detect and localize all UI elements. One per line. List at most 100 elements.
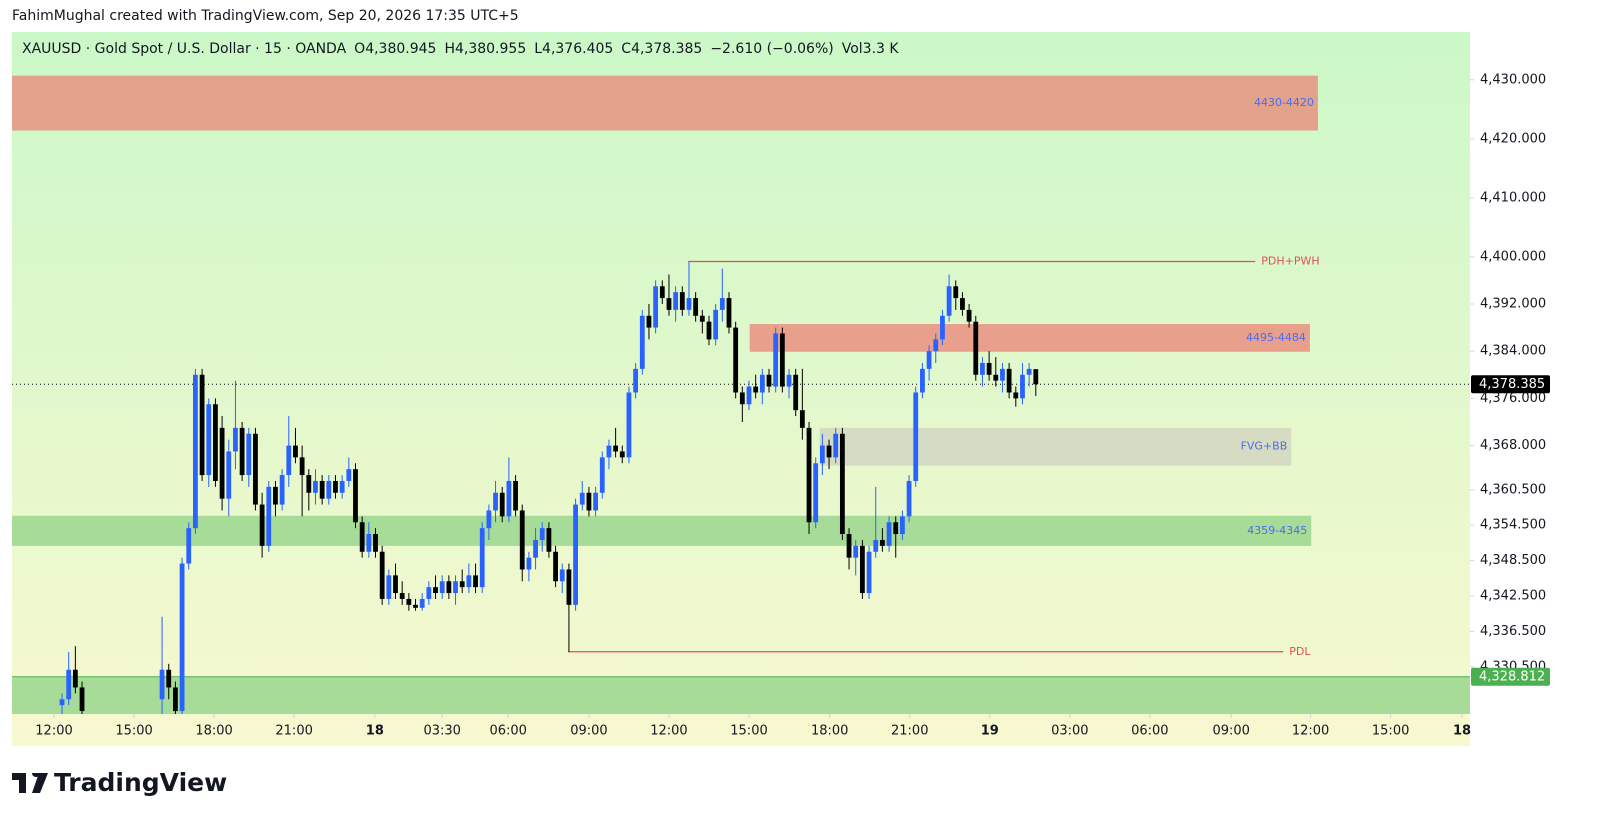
candle-body (739, 392, 745, 405)
x-tick-label: 06:00 (1131, 724, 1168, 739)
y-tick-label: 4,348.500 (1480, 553, 1546, 568)
candle-body (986, 362, 992, 375)
legend-value: C4,378.385 (621, 41, 703, 57)
x-tick-label: 18 (366, 724, 384, 739)
candle-body (753, 386, 759, 393)
attribution: FahimMughal created with TradingView.com… (12, 8, 519, 24)
candle-body (493, 492, 498, 511)
zone-label: FVG+BB (1241, 440, 1288, 453)
candle-body (1026, 368, 1032, 375)
candle-body (299, 457, 305, 476)
candle-body (946, 286, 952, 316)
y-tick-label: 4,430.000 (1480, 72, 1546, 87)
legend-value: −2.610 (−0.06%) (710, 41, 834, 57)
candle-body (973, 321, 979, 375)
candle-body (960, 298, 965, 310)
candle-body (693, 298, 699, 316)
x-tick-label: 19 (981, 724, 999, 739)
candle-body (239, 427, 245, 476)
candle-body (566, 569, 572, 605)
candle-body (346, 469, 352, 481)
candle-body (219, 427, 225, 499)
candle-body (59, 699, 65, 706)
candle-body (953, 286, 959, 299)
candle-body (506, 480, 512, 517)
legend: XAUUSD · Gold Spot / U.S. Dollar · 15 · … (22, 41, 907, 57)
candle-body (893, 522, 899, 535)
candle-body (733, 327, 739, 393)
candle-body (446, 581, 452, 594)
x-tick-label: 12:00 (650, 724, 687, 739)
x-tick-label: 18:00 (811, 724, 848, 739)
candle-body (159, 669, 165, 700)
axes: 4,430.000 4,420.000 4,410.000 4,400.000 4,39… (35, 72, 1550, 739)
candle-body (833, 433, 839, 458)
candle-body (853, 545, 859, 558)
legend-value: H4,380.955 (444, 41, 527, 57)
candle-body (213, 404, 218, 481)
candle-body (226, 451, 232, 499)
candle-body (193, 374, 198, 529)
candle-body (333, 480, 338, 493)
candle-body (926, 351, 932, 369)
candle-body (266, 486, 272, 546)
y-tick-label: 4,384.000 (1480, 344, 1546, 359)
candle-body (273, 486, 278, 505)
x-tick-label: 21:00 (275, 724, 312, 739)
candle-body (900, 516, 905, 535)
candle-body (539, 528, 545, 540)
candle-body (759, 374, 765, 393)
price-badge-label: 4,378.385 (1479, 377, 1545, 392)
candle-body (1006, 368, 1012, 393)
zone (12, 515, 1312, 546)
candle-body (1033, 369, 1039, 385)
candle-body (246, 433, 252, 476)
chart: 4430-4420 4495-4484 FVG+BB 4359-4345 PDH+PWH… (12, 32, 1550, 746)
candle-body (359, 522, 365, 552)
x-tick-label: 09:00 (570, 724, 607, 739)
candle-body (553, 551, 558, 582)
symbol: XAUUSD · Gold Spot / U.S. Dollar · 15 · … (22, 41, 347, 57)
candle-body (666, 298, 672, 310)
x-tick-label: 03:30 (423, 724, 460, 739)
candle-body (699, 315, 705, 322)
candle-body (906, 480, 912, 517)
y-tick-label: 4,342.500 (1480, 589, 1546, 604)
candle-body (599, 457, 605, 493)
candle-body (293, 445, 298, 458)
candle-body (413, 604, 418, 608)
candle-body (593, 492, 599, 511)
candle-body (920, 368, 925, 393)
candle-body (426, 587, 432, 599)
candle-body (186, 528, 192, 564)
candle-body (980, 362, 985, 375)
price-badge (1471, 667, 1550, 686)
candle-body (679, 292, 685, 310)
candle-body (459, 581, 465, 588)
candle-body (386, 575, 392, 599)
candle-body (619, 451, 625, 458)
brand-name: TradingView (54, 768, 228, 797)
candle-body (859, 545, 865, 594)
x-tick-label: 12:00 (1292, 724, 1329, 739)
candle-body (713, 309, 719, 340)
candle-body (313, 480, 318, 493)
y-tick-label: 4,420.000 (1480, 131, 1546, 146)
candle-body (279, 475, 285, 505)
x-tick-label: 09:00 (1212, 724, 1249, 739)
zone-label: 4430-4420 (1254, 96, 1314, 109)
candle-body (626, 392, 632, 458)
candle-body (559, 569, 565, 582)
candle-body (173, 687, 178, 712)
candle-body (706, 321, 712, 340)
legend-value: L4,376.405 (534, 41, 614, 57)
candle-body (879, 539, 885, 546)
candle-body (846, 534, 852, 558)
candle-body (79, 687, 85, 712)
candle-body (686, 298, 692, 310)
candle-body (319, 480, 325, 499)
x-tick-label: 06:00 (489, 724, 526, 739)
level-label: PDH+PWH (1261, 254, 1319, 267)
candle-body (519, 510, 525, 570)
